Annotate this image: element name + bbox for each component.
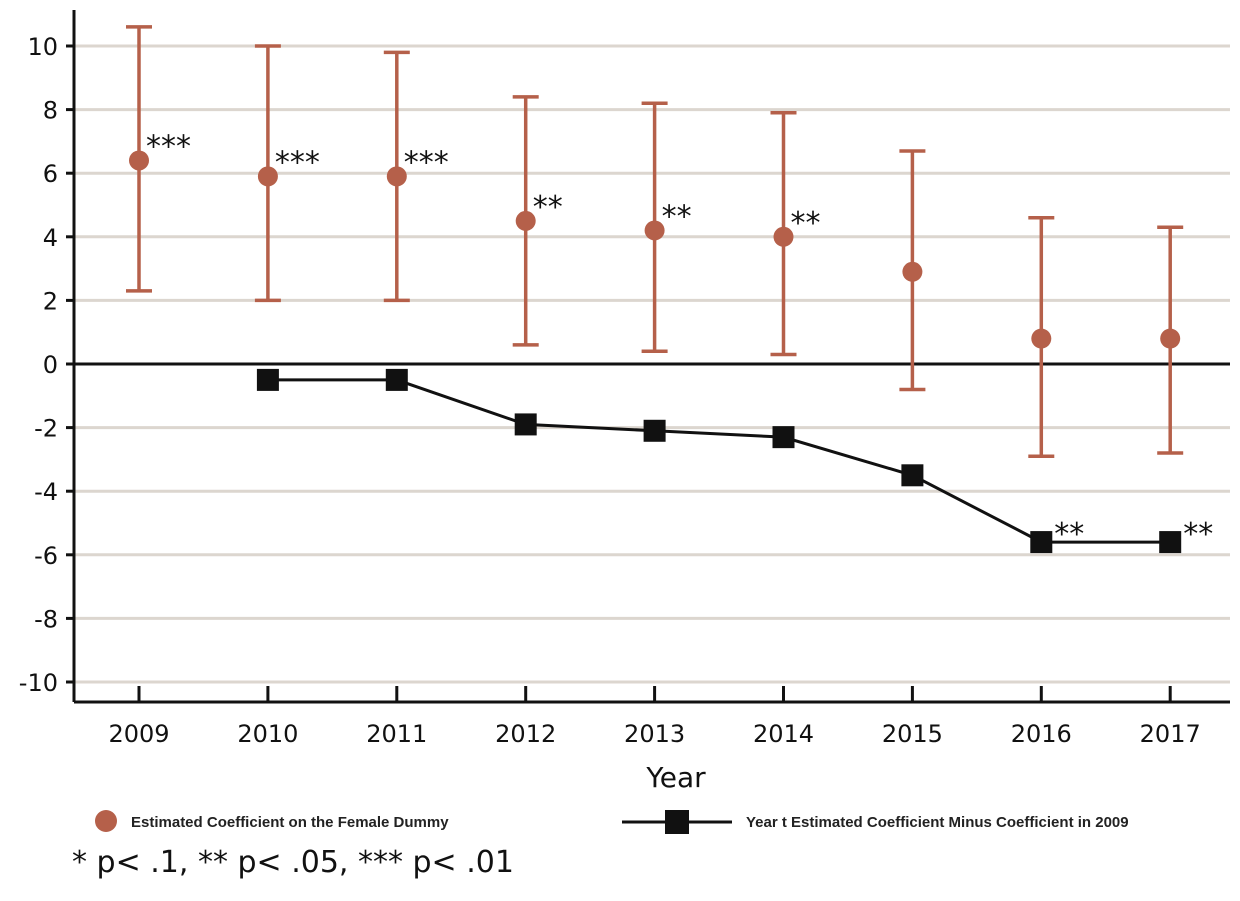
- coefficient-point: [644, 220, 665, 241]
- y-tick-label: 8: [43, 97, 58, 125]
- x-tick-label: 2015: [882, 720, 943, 748]
- female-coefficient-series: *** *** ***** ** **: [126, 25, 1184, 458]
- legend-label-difference: Year t Estimated Coefficient Minus Coeff…: [746, 814, 1129, 831]
- significance-marker: **: [791, 206, 821, 241]
- difference-point: [1159, 531, 1182, 554]
- coefficient-point: [129, 150, 149, 171]
- significance-footnote: * p< .1, ** p< .05, *** p< .01: [72, 845, 514, 880]
- coefficient-point: [1160, 328, 1181, 349]
- x-axis-ticks: 2009 2010 2011 2012 2013 2014 2015 2016 2017: [108, 686, 1201, 748]
- significance-marker: ***: [146, 129, 191, 164]
- y-tick-label: 6: [43, 160, 58, 188]
- y-tick-label: -4: [34, 478, 58, 506]
- x-tick-label: 2017: [1140, 720, 1201, 748]
- legend: Estimated Coefficient on the Female Dumm…: [95, 810, 1129, 834]
- coefficient-point: [773, 226, 794, 247]
- x-tick-label: 2014: [753, 720, 814, 748]
- significance-marker: ***: [404, 145, 449, 180]
- x-tick-label: 2013: [624, 720, 685, 748]
- x-tick-label: 2011: [366, 720, 427, 748]
- axes: [72, 10, 1230, 704]
- y-tick-label: -2: [34, 415, 58, 443]
- difference-point: [643, 419, 666, 442]
- y-tick-label: 0: [43, 351, 58, 379]
- y-tick-label: -8: [34, 605, 58, 633]
- significance-marker: ***: [275, 145, 320, 180]
- y-tick-label: 10: [27, 33, 58, 61]
- y-tick-label: -6: [34, 542, 58, 570]
- significance-marker: **: [1183, 517, 1213, 552]
- y-axis-ticks: 10 8 6 4 2 0 -2 -4 -6 -8 -10: [19, 33, 74, 697]
- legend-square-marker: [665, 810, 689, 834]
- coefficient-point: [515, 210, 536, 231]
- legend-label-female-coefficient: Estimated Coefficient on the Female Dumm…: [131, 814, 449, 831]
- difference-point: [772, 426, 795, 449]
- x-axis-title: Year: [645, 761, 706, 794]
- x-tick-label: 2016: [1011, 720, 1072, 748]
- coefficient-point: [386, 166, 407, 187]
- coefficient-point: [257, 166, 278, 187]
- difference-line: [267, 378, 1171, 544]
- coefficient-point: [1031, 328, 1052, 349]
- difference-series: ** **: [256, 368, 1213, 554]
- y-tick-label: 4: [43, 224, 58, 252]
- y-tick-label: -10: [19, 669, 58, 697]
- difference-point: [256, 368, 279, 391]
- significance-marker: **: [533, 190, 563, 225]
- coefficient-point: [902, 261, 923, 282]
- difference-point: [514, 413, 537, 436]
- significance-marker: **: [1054, 517, 1084, 552]
- difference-point: [1030, 531, 1053, 554]
- x-tick-label: 2010: [237, 720, 298, 748]
- difference-point: [385, 368, 408, 391]
- legend-circle-marker: [95, 810, 117, 832]
- x-tick-label: 2012: [495, 720, 556, 748]
- y-tick-label: 2: [43, 287, 58, 315]
- significance-marker: **: [662, 199, 692, 234]
- x-tick-label: 2009: [108, 720, 169, 748]
- difference-point: [901, 464, 924, 487]
